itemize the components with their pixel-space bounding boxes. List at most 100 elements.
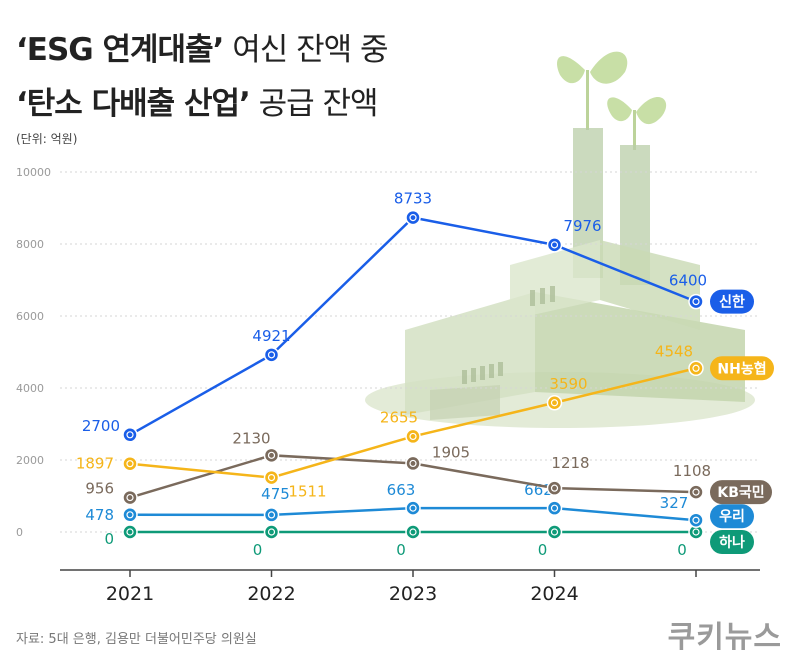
data-label: 663 — [387, 481, 416, 499]
data-label: 956 — [85, 480, 114, 498]
legend-label: 우리 — [719, 509, 745, 525]
series-신한: 2700 4921 8733 7976 6400 신한 — [82, 190, 754, 443]
bank-mark-icon — [692, 528, 700, 536]
bank-mark-icon — [550, 504, 559, 512]
bank-mark-icon — [550, 528, 559, 536]
data-point — [263, 524, 280, 540]
data-point — [122, 455, 138, 472]
data-label: 0 — [253, 541, 263, 559]
legend-label: NH농협 — [717, 361, 766, 377]
data-point — [546, 237, 563, 253]
bank-mark-icon — [267, 451, 276, 459]
bank-mark-icon — [126, 493, 134, 502]
bank-mark-icon — [409, 459, 417, 468]
data-label: 478 — [85, 506, 114, 524]
data-point — [546, 524, 563, 540]
data-label: 4921 — [252, 327, 290, 345]
bank-mark-icon — [692, 298, 700, 306]
bank-mark-icon — [126, 431, 134, 439]
legend-chip — [710, 289, 754, 314]
data-point — [263, 469, 280, 486]
data-label: 1905 — [432, 443, 470, 461]
chart-title-line2: ‘탄소 다배출 산업’ 공급 잔액 — [16, 78, 379, 123]
y-tick-label: 6000 — [16, 310, 44, 323]
data-label: 2700 — [82, 417, 120, 435]
data-label: 1511 — [288, 483, 326, 501]
title-line1-bold: ‘ESG 연계대출’ — [16, 32, 224, 68]
x-tick-label: 2021 — [106, 583, 154, 605]
data-label: 0 — [538, 541, 548, 559]
bank-mark-icon — [550, 484, 559, 492]
data-label: 327 — [660, 494, 689, 512]
y-tick-label: 0 — [16, 526, 23, 539]
series-KB국민: 956 2130 1905 1218 1108 KB국민 — [85, 429, 772, 506]
data-point — [546, 395, 563, 411]
data-label: 7976 — [563, 217, 601, 235]
data-point — [405, 524, 421, 540]
y-tick-label: 8000 — [16, 238, 44, 251]
data-label: 4548 — [655, 342, 693, 360]
data-label: 1897 — [76, 455, 114, 473]
bank-mark-icon — [550, 399, 559, 407]
data-point — [546, 500, 563, 516]
y-tick-label: 4000 — [16, 382, 44, 395]
data-point — [263, 507, 280, 523]
data-label: 2130 — [232, 429, 270, 447]
publisher-logo: 쿠키뉴스 — [667, 620, 782, 655]
data-point — [263, 447, 280, 464]
data-label: 8733 — [394, 190, 432, 208]
legend-label: 신한 — [719, 295, 745, 311]
data-point — [405, 428, 421, 445]
data-label: 0 — [104, 530, 114, 548]
title-line2-rest: 공급 잔액 — [249, 86, 379, 122]
data-point — [263, 347, 280, 363]
data-point — [122, 507, 138, 523]
data-label: 0 — [677, 541, 687, 559]
source-note: 자료: 5대 은행, 김용만 더불어민주당 의원실 — [16, 632, 257, 647]
data-label: 2655 — [380, 408, 418, 426]
data-label: 475 — [261, 485, 290, 503]
bank-mark-icon — [267, 528, 276, 536]
bank-mark-icon — [267, 351, 276, 359]
data-label: 3590 — [549, 375, 587, 393]
bank-mark-icon — [126, 511, 134, 519]
bank-mark-icon — [692, 488, 700, 496]
data-point — [405, 455, 421, 472]
data-label: 0 — [396, 541, 406, 559]
title-line2-bold: ‘탄소 다배출 산업’ — [16, 86, 251, 122]
legend-label: KB국민 — [717, 484, 764, 501]
data-point — [405, 209, 421, 226]
bank-mark-icon — [409, 214, 417, 222]
y-tick-label: 10000 — [16, 166, 51, 179]
data-point — [122, 427, 138, 443]
data-point — [688, 512, 704, 528]
data-label: 6400 — [669, 272, 707, 290]
data-point — [405, 500, 421, 516]
legend-chip — [710, 504, 754, 529]
bank-mark-icon — [267, 474, 276, 482]
x-tick-label: 2023 — [389, 583, 437, 605]
bank-mark-icon — [692, 516, 700, 524]
legend-label: 하나 — [719, 534, 745, 551]
data-point — [122, 524, 138, 540]
unit-label: (단위: 억원) — [16, 132, 78, 146]
y-tick-label: 2000 — [16, 454, 44, 467]
bank-mark-icon — [692, 364, 700, 372]
bank-mark-icon — [409, 528, 417, 536]
legend-chip — [710, 356, 774, 381]
data-label: 1108 — [673, 462, 711, 480]
x-tick-label: 2024 — [530, 583, 578, 605]
series-하나: 0 0 0 0 0 하나 — [104, 524, 754, 559]
chart-title-line1: ‘ESG 연계대출’ 여신 잔액 중 — [16, 24, 389, 69]
sprout-icon — [557, 51, 667, 150]
series-NH농협: 1897 1511 2655 3590 4548 NH농협 — [76, 342, 774, 501]
data-point — [122, 489, 138, 506]
x-tick-label: 2022 — [247, 583, 295, 605]
bank-mark-icon — [126, 528, 134, 536]
data-point — [688, 360, 704, 377]
bank-mark-icon — [126, 460, 134, 468]
legend-chip — [710, 480, 772, 505]
bank-mark-icon — [409, 432, 417, 441]
